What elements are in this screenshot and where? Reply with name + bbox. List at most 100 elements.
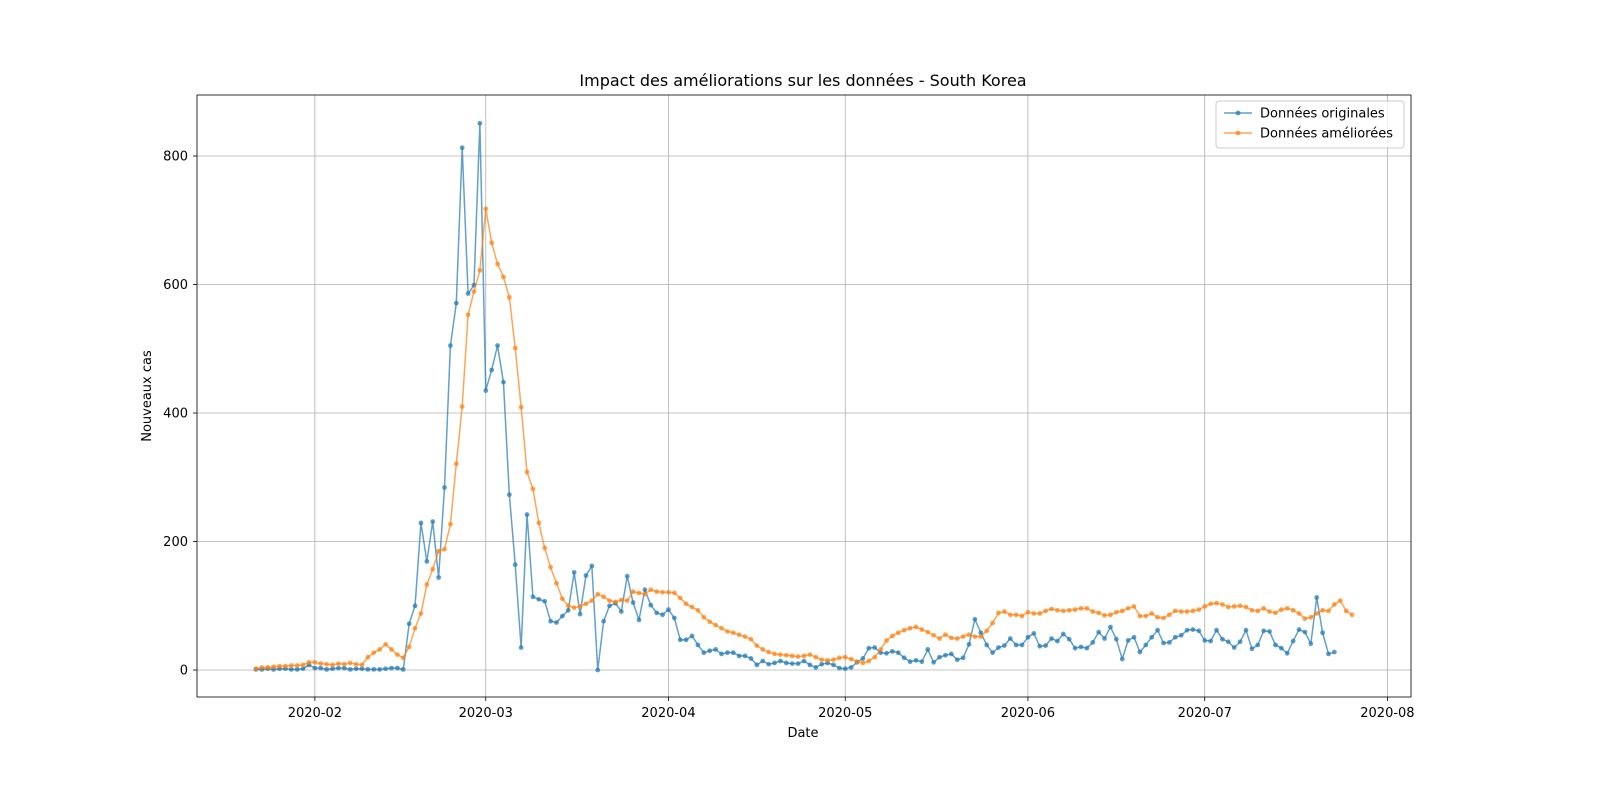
- data-point-0-76: [701, 650, 707, 656]
- data-point-1-160: [1196, 607, 1202, 613]
- data-point-0-28: [418, 520, 424, 526]
- data-point-1-159: [1190, 608, 1196, 614]
- data-point-1-101: [848, 656, 854, 662]
- data-point-0-18: [359, 666, 365, 672]
- data-point-0-104: [866, 645, 872, 651]
- data-point-1-43: [506, 294, 512, 300]
- data-point-1-71: [671, 590, 677, 596]
- legend-marker-improved: [1235, 130, 1241, 136]
- data-point-1-147: [1119, 608, 1125, 614]
- data-point-0-121: [966, 641, 972, 647]
- data-point-0-69: [660, 612, 665, 618]
- series-line-0: [255, 122, 1335, 671]
- data-point-1-26: [406, 644, 412, 650]
- legend-entry-original: Données originales: [1224, 107, 1385, 122]
- data-point-0-150: [1137, 649, 1143, 655]
- data-point-0-169: [1249, 646, 1255, 652]
- data-point-0-68: [654, 610, 660, 616]
- data-point-1-140: [1078, 605, 1084, 611]
- data-point-1-44: [512, 345, 518, 351]
- data-point-1-126: [996, 610, 1001, 616]
- data-point-1-150: [1137, 613, 1143, 619]
- data-point-1-80: [724, 629, 730, 634]
- data-point-0-49: [542, 598, 548, 604]
- data-point-1-59: [601, 594, 607, 600]
- data-point-0-26: [406, 621, 412, 627]
- y-tick-label-0: 0: [180, 664, 188, 679]
- data-point-1-73: [683, 601, 689, 607]
- data-point-0-24: [394, 665, 400, 671]
- data-point-1-125: [990, 620, 995, 626]
- data-point-0-77: [707, 648, 713, 654]
- data-point-0-173: [1273, 642, 1278, 648]
- data-point-1-60: [607, 598, 612, 604]
- data-point-0-90: [783, 660, 789, 666]
- data-point-1-12: [324, 661, 330, 667]
- data-point-1-31: [436, 548, 442, 554]
- data-point-1-109: [895, 630, 901, 636]
- data-point-1-92: [795, 654, 801, 659]
- data-point-0-44: [512, 562, 518, 568]
- data-point-0-16: [347, 666, 353, 672]
- data-point-1-22: [383, 641, 388, 647]
- data-point-1-30: [430, 566, 436, 572]
- data-point-0-86: [760, 658, 766, 664]
- data-point-1-141: [1084, 605, 1090, 611]
- data-point-1-167: [1237, 603, 1243, 609]
- data-point-1-184: [1337, 598, 1343, 604]
- data-point-0-154: [1161, 640, 1166, 646]
- data-point-0-19: [365, 666, 371, 672]
- data-point-1-154: [1161, 615, 1166, 621]
- data-point-1-55: [577, 604, 583, 609]
- legend-label-improved: Données améliorées: [1260, 127, 1393, 142]
- data-point-1-143: [1096, 610, 1102, 616]
- data-point-0-105: [872, 645, 878, 650]
- data-point-1-161: [1202, 604, 1208, 609]
- data-point-1-130: [1019, 613, 1025, 619]
- data-point-1-42: [501, 274, 506, 280]
- data-point-0-118: [948, 651, 954, 657]
- data-point-1-145: [1108, 612, 1113, 618]
- data-point-1-171: [1261, 605, 1267, 611]
- data-point-1-121: [966, 632, 972, 638]
- data-point-0-34: [453, 300, 459, 306]
- data-point-0-63: [624, 573, 630, 579]
- data-point-0-143: [1096, 629, 1102, 635]
- legend-entry-improved: Données améliorées: [1224, 127, 1393, 142]
- data-point-1-53: [565, 603, 571, 609]
- data-point-0-181: [1320, 630, 1325, 636]
- data-point-1-136: [1055, 607, 1060, 613]
- data-point-0-156: [1172, 634, 1178, 640]
- data-point-1-78: [713, 622, 718, 628]
- data-point-1-112: [913, 624, 919, 630]
- data-point-0-136: [1055, 638, 1060, 644]
- data-point-1-134: [1043, 608, 1049, 614]
- data-point-0-130: [1019, 642, 1025, 648]
- data-point-0-59: [601, 618, 607, 624]
- data-point-0-178: [1302, 629, 1308, 635]
- data-point-1-48: [536, 520, 542, 526]
- data-point-1-119: [954, 636, 960, 641]
- data-point-1-8: [300, 662, 306, 668]
- data-point-1-20: [371, 650, 377, 656]
- data-point-0-108: [890, 648, 895, 654]
- data-point-1-41: [495, 261, 500, 267]
- data-point-1-106: [878, 647, 884, 652]
- data-point-1-52: [559, 596, 565, 602]
- data-point-1-177: [1296, 611, 1302, 616]
- data-point-1-93: [801, 653, 807, 659]
- y-tick-label-1: 200: [163, 535, 188, 550]
- data-point-0-112: [913, 657, 919, 663]
- data-point-0-163: [1214, 627, 1219, 633]
- data-point-1-122: [972, 634, 978, 640]
- data-point-1-13: [330, 662, 335, 668]
- data-point-1-182: [1326, 608, 1331, 614]
- data-point-1-170: [1255, 608, 1261, 614]
- x-tick-label-6: 2020-08: [1360, 706, 1414, 721]
- data-point-1-98: [831, 657, 836, 663]
- data-point-1-157: [1178, 609, 1184, 614]
- data-point-0-110: [901, 655, 907, 661]
- data-point-1-0: [253, 666, 259, 672]
- legend: Données originales Données améliorées: [1215, 100, 1405, 149]
